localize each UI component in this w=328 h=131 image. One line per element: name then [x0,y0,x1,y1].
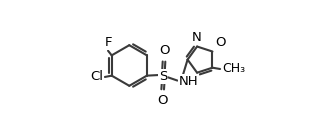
Text: Cl: Cl [91,70,104,83]
Text: N: N [192,31,201,44]
Text: O: O [215,36,226,49]
Text: O: O [157,94,168,107]
Text: S: S [159,70,168,83]
Text: F: F [104,36,112,49]
Text: NH: NH [179,75,199,88]
Text: CH₃: CH₃ [223,62,246,75]
Text: O: O [159,44,169,57]
